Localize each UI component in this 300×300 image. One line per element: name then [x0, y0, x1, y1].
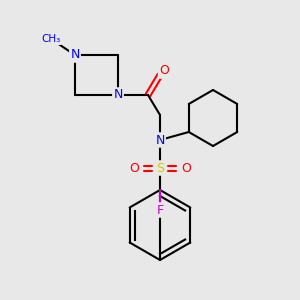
Text: S: S: [156, 161, 164, 175]
Text: N: N: [113, 88, 123, 101]
Text: O: O: [129, 161, 139, 175]
Text: N: N: [155, 134, 165, 146]
Text: N: N: [70, 49, 80, 62]
Text: O: O: [181, 161, 191, 175]
Text: O: O: [159, 64, 169, 77]
Text: F: F: [156, 203, 164, 217]
Text: CH₃: CH₃: [41, 34, 61, 44]
